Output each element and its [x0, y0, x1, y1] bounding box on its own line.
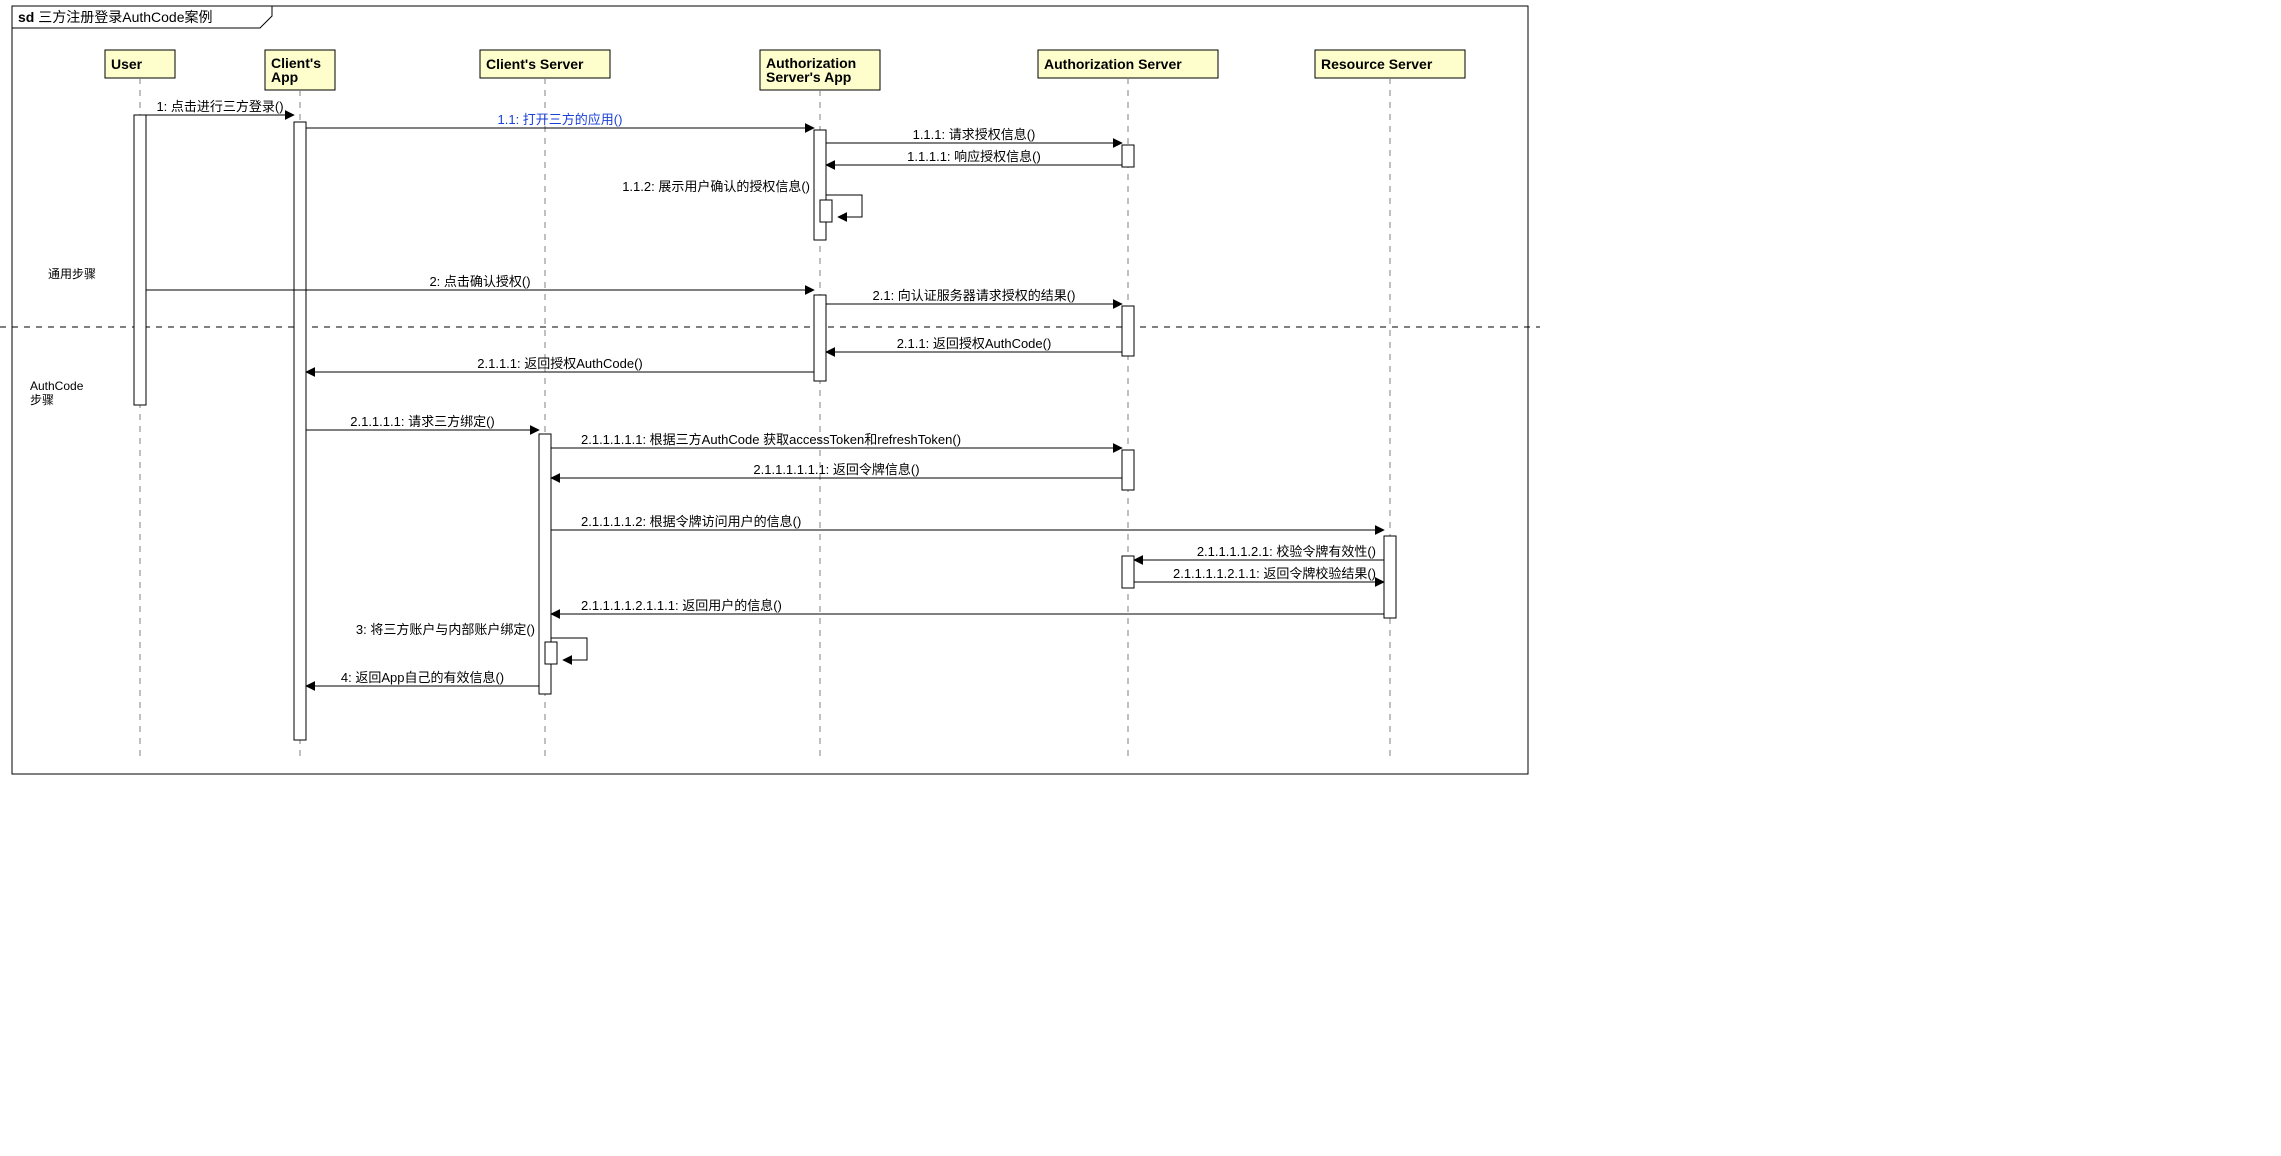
section-label: AuthCode	[30, 379, 84, 393]
message-label: 1.1.1.1: 响应授权信息()	[907, 149, 1041, 164]
message-label: 1.1.2: 展示用户确认的授权信息()	[622, 179, 810, 194]
message-label: 1: 点击进行三方登录()	[156, 99, 283, 114]
message-label: 2: 点击确认授权()	[429, 274, 530, 289]
svg-text:Resource Server: Resource Server	[1321, 56, 1433, 72]
activation	[1122, 306, 1134, 356]
activation	[814, 130, 826, 240]
svg-text:sd 三方注册登录AuthCode案例: sd 三方注册登录AuthCode案例	[18, 9, 213, 25]
message-label: 2.1: 向认证服务器请求授权的结果()	[873, 288, 1076, 303]
svg-text:Client's Server: Client's Server	[486, 56, 584, 72]
sequence-diagram-root: sd 三方注册登录AuthCode案例UserClient'sAppClient…	[0, 0, 2281, 780]
message-label: 2.1.1.1.1.1.1: 返回令牌信息()	[753, 462, 919, 477]
activation	[545, 642, 557, 664]
activation	[1122, 556, 1134, 588]
activation	[1384, 536, 1396, 618]
message-label: 2.1.1.1.1.2.1.1: 返回令牌校验结果()	[1173, 566, 1376, 581]
message-label: 2.1.1.1.1.2.1.1.1: 返回用户的信息()	[581, 598, 782, 613]
activation	[1122, 450, 1134, 490]
message-label: 4: 返回App自己的有效信息()	[341, 670, 504, 685]
message-label: 2.1.1.1.1.2.1: 校验令牌有效性()	[1197, 544, 1376, 559]
section-label: 步骤	[30, 393, 54, 407]
message-label: 2.1.1.1.1.2: 根据令牌访问用户的信息()	[581, 514, 801, 529]
activation	[1122, 145, 1134, 167]
message-label: 3: 将三方账户与内部账户绑定()	[356, 622, 535, 637]
activation	[134, 115, 146, 405]
svg-text:User: User	[111, 56, 143, 72]
message-label: 2.1.1.1.1: 请求三方绑定()	[350, 414, 494, 429]
section-label: 通用步骤	[48, 267, 96, 281]
message-label: 2.1.1.1.1.1: 根据三方AuthCode 获取accessToken和…	[581, 432, 961, 447]
message-label: 1.1: 打开三方的应用()	[498, 112, 623, 127]
message-label: 1.1.1: 请求授权信息()	[913, 127, 1036, 142]
activation	[814, 295, 826, 381]
activation	[294, 122, 306, 740]
svg-text:App: App	[271, 69, 298, 85]
svg-text:Server's App: Server's App	[766, 69, 851, 85]
activation	[820, 200, 832, 222]
svg-text:Authorization Server: Authorization Server	[1044, 56, 1182, 72]
message-label: 2.1.1: 返回授权AuthCode()	[897, 336, 1052, 351]
message-label: 2.1.1.1: 返回授权AuthCode()	[477, 356, 642, 371]
